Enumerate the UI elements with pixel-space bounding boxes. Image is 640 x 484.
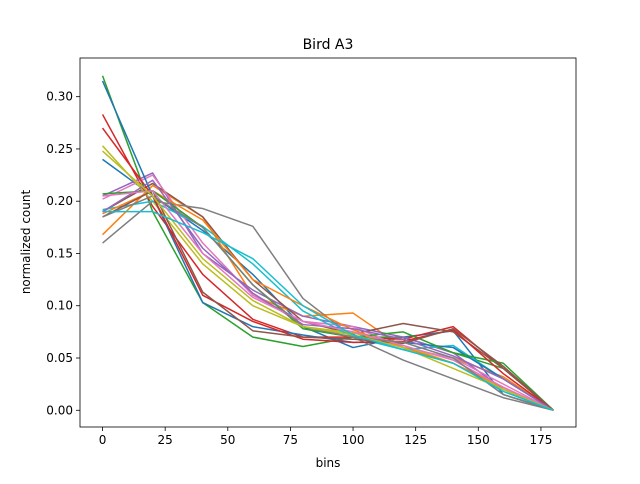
y-ticks: 0.00 0.05 0.10 0.15 0.20 0.25 0.30 (46, 90, 80, 417)
y-tick-label: 0.30 (46, 90, 73, 104)
series-line-19 (102, 150, 554, 411)
y-tick-label: 0.15 (46, 246, 73, 260)
series-line-12 (102, 190, 554, 411)
x-tick-label: 150 (467, 433, 490, 447)
chart-title: Bird A3 (303, 37, 354, 53)
y-tick-label: 0.10 (46, 299, 73, 313)
series-line-14 (101, 127, 554, 411)
y-tick-label: 0.25 (46, 142, 73, 156)
series-line-6 (102, 182, 554, 411)
y-tick-label: 0.20 (46, 194, 73, 208)
x-tick-label: 100 (342, 433, 365, 447)
series-line-3 (101, 75, 554, 411)
series-layer (101, 75, 554, 411)
x-tick-label: 50 (220, 433, 235, 447)
series-line-13 (102, 190, 554, 411)
series-line-18 (102, 195, 554, 411)
x-tick-label: 0 (99, 433, 107, 447)
x-tick-label: 175 (529, 433, 552, 447)
x-axis-label: bins (316, 456, 341, 470)
x-tick-label: 25 (158, 433, 173, 447)
y-tick-label: 0.05 (46, 351, 73, 365)
y-tick-label: 0.00 (46, 403, 73, 417)
x-ticks: 0 25 50 75 100 125 150 175 (99, 427, 552, 447)
x-tick-label: 125 (404, 433, 427, 447)
plot-frame (79, 57, 577, 428)
x-tick-label: 75 (283, 433, 298, 447)
series-line-16 (102, 190, 554, 411)
y-axis-label: normalized count (19, 190, 33, 295)
series-line-20 (102, 210, 554, 411)
